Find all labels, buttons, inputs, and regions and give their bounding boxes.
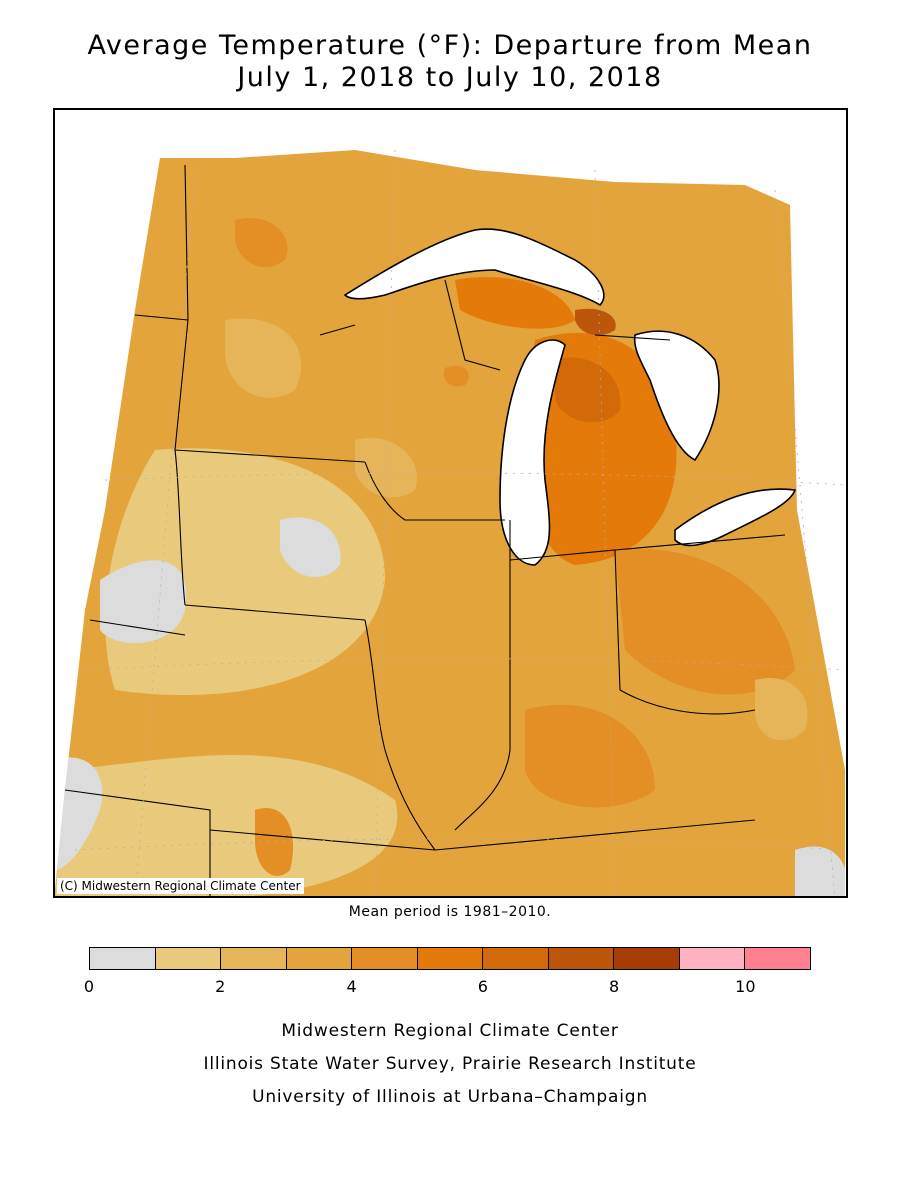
footer-survey-name: Illinois State Water Survey, Prairie Res… (203, 1054, 697, 1074)
color-legend: 0 2 4 6 8 10 (84, 947, 811, 996)
legend-swatch (614, 948, 680, 969)
legend-swatch (679, 948, 746, 969)
great-lakes (343, 228, 797, 566)
map-copyright-label: (C) Midwestern Regional Climate Center (57, 878, 304, 894)
legend-swatch (155, 948, 222, 969)
graticule (74, 149, 846, 896)
state-borders (64, 164, 786, 896)
temperature-departure-map: (C) Midwestern Regional Climate Center (53, 108, 848, 898)
map-canvas (55, 149, 846, 896)
legend-swatch (352, 948, 418, 969)
legend-swatch (221, 948, 287, 969)
mean-period-note: Mean period is 1981–2010. (348, 904, 552, 920)
footer-university-name: University of Illinois at Urbana–Champai… (252, 1087, 648, 1107)
map-title: Average Temperature (°F): Departure from… (87, 30, 813, 61)
legend-swatch (745, 948, 811, 969)
legend-tick-label: 4 (346, 977, 357, 996)
footer-org-name: Midwestern Regional Climate Center (281, 1021, 619, 1041)
legend-swatch (417, 948, 484, 969)
legend-tick-label: 0 (83, 977, 95, 996)
legend-swatch (286, 948, 353, 969)
map-date-range: July 1, 2018 to July 10, 2018 (237, 62, 663, 93)
legend-tick-label: 10 (735, 977, 756, 996)
legend-swatch (90, 948, 156, 969)
legend-tick-label: 2 (215, 977, 226, 996)
legend-tick-label: 6 (477, 977, 488, 996)
legend-color-bar (89, 947, 811, 970)
legend-swatch (483, 948, 549, 969)
legend-swatch (548, 948, 615, 969)
legend-tick-label: 8 (608, 977, 620, 996)
